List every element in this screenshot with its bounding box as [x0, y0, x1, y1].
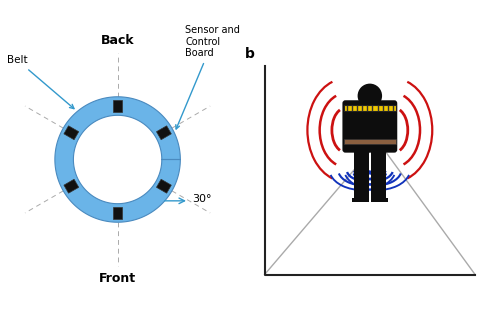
Polygon shape — [64, 179, 79, 193]
Text: Belt: Belt — [7, 55, 74, 109]
Bar — [354, 150, 369, 199]
Polygon shape — [156, 179, 171, 193]
Bar — [371, 198, 388, 202]
Text: Sensor and
Control
Board: Sensor and Control Board — [176, 25, 240, 129]
Polygon shape — [113, 207, 122, 219]
Circle shape — [358, 84, 382, 108]
Polygon shape — [113, 100, 122, 112]
FancyBboxPatch shape — [342, 100, 397, 153]
Polygon shape — [55, 97, 180, 222]
Bar — [344, 139, 396, 144]
Polygon shape — [64, 126, 79, 140]
Text: 30°: 30° — [192, 194, 212, 204]
Text: b: b — [245, 47, 255, 61]
Bar — [352, 198, 369, 202]
Bar — [344, 105, 396, 111]
Text: Back: Back — [101, 34, 134, 47]
Text: Front: Front — [99, 272, 136, 285]
Polygon shape — [156, 126, 171, 140]
Bar — [371, 150, 386, 199]
